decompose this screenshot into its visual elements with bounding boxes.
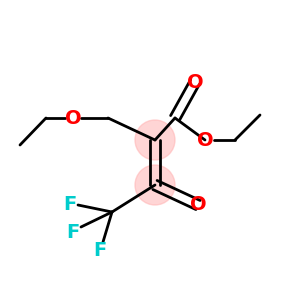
Circle shape [135,165,175,205]
Text: O: O [190,196,206,214]
Text: F: F [63,196,76,214]
Text: O: O [197,130,213,149]
Text: O: O [65,109,81,128]
Text: O: O [187,73,203,92]
Text: F: F [93,241,106,260]
Text: F: F [66,223,80,242]
Circle shape [135,120,175,160]
